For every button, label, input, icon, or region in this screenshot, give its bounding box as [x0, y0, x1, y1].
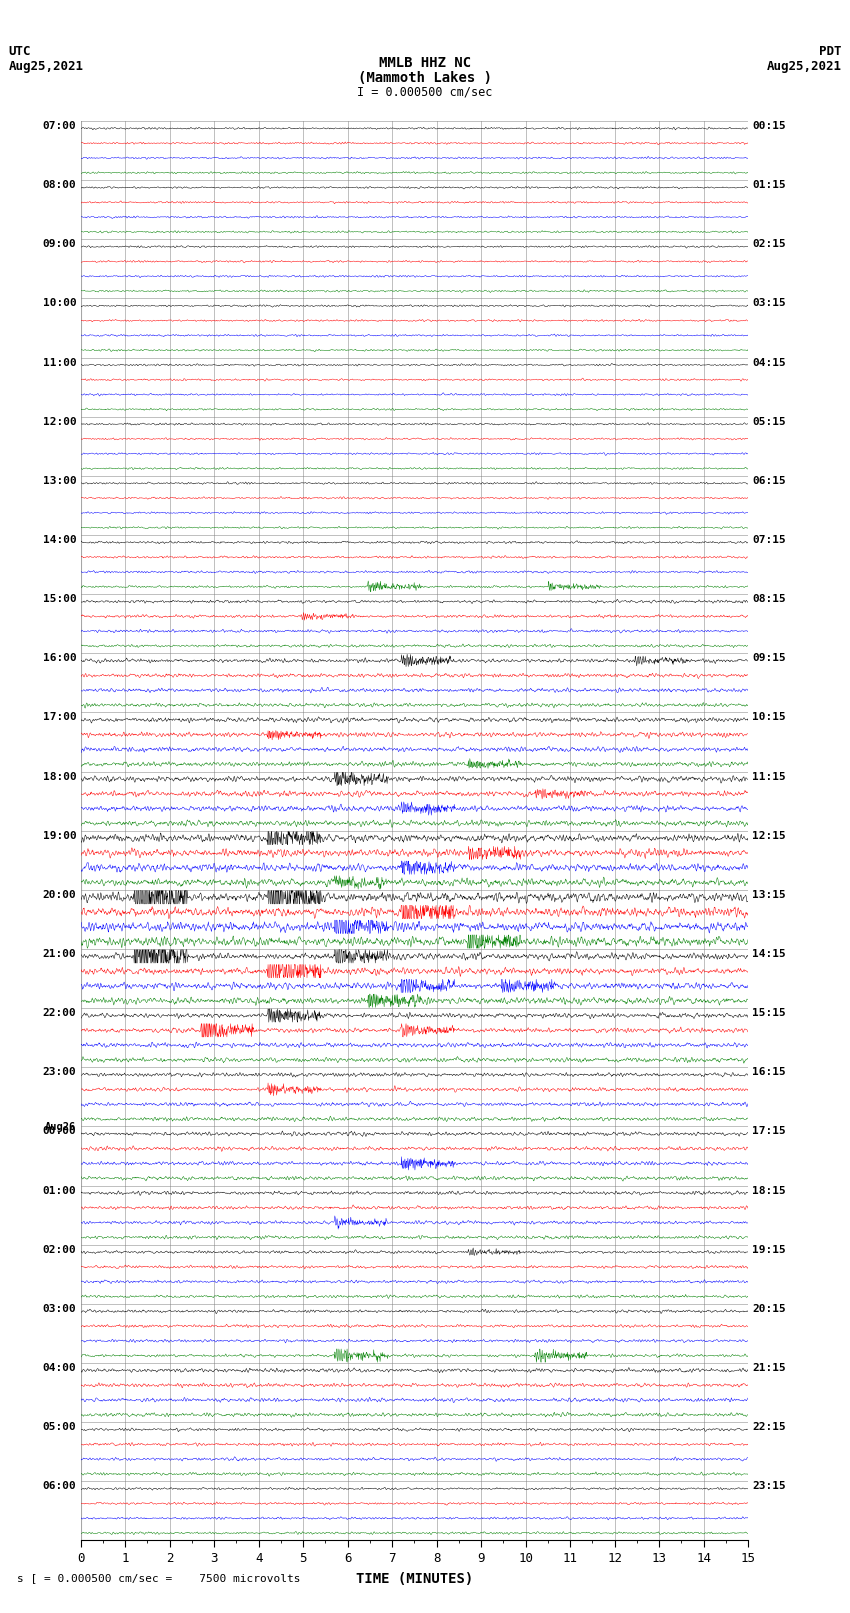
- X-axis label: TIME (MINUTES): TIME (MINUTES): [356, 1573, 473, 1586]
- Text: 06:15: 06:15: [752, 476, 786, 486]
- Text: 02:15: 02:15: [752, 239, 786, 250]
- Text: 07:15: 07:15: [752, 536, 786, 545]
- Text: 11:15: 11:15: [752, 771, 786, 782]
- Text: 23:00: 23:00: [42, 1068, 76, 1077]
- Text: 10:15: 10:15: [752, 713, 786, 723]
- Text: 16:00: 16:00: [42, 653, 76, 663]
- Text: 04:00: 04:00: [42, 1363, 76, 1373]
- Text: 20:15: 20:15: [752, 1303, 786, 1315]
- Text: 09:15: 09:15: [752, 653, 786, 663]
- Text: 12:15: 12:15: [752, 831, 786, 840]
- Text: 18:15: 18:15: [752, 1186, 786, 1195]
- Text: 15:15: 15:15: [752, 1008, 786, 1018]
- Text: 13:00: 13:00: [42, 476, 76, 486]
- Text: 00:00: 00:00: [42, 1126, 76, 1137]
- Text: 05:00: 05:00: [42, 1423, 76, 1432]
- Text: 23:15: 23:15: [752, 1481, 786, 1492]
- Text: 19:15: 19:15: [752, 1245, 786, 1255]
- Text: Aug26: Aug26: [45, 1121, 76, 1132]
- Text: 20:00: 20:00: [42, 890, 76, 900]
- Text: 21:15: 21:15: [752, 1363, 786, 1373]
- Text: PDT: PDT: [819, 45, 842, 58]
- Text: 03:15: 03:15: [752, 298, 786, 308]
- Text: 14:00: 14:00: [42, 536, 76, 545]
- Text: 08:15: 08:15: [752, 594, 786, 605]
- Text: 04:15: 04:15: [752, 358, 786, 368]
- Text: Aug25,2021: Aug25,2021: [767, 60, 842, 73]
- Text: 07:00: 07:00: [42, 121, 76, 131]
- Text: 10:00: 10:00: [42, 298, 76, 308]
- Text: Aug25,2021: Aug25,2021: [8, 60, 83, 73]
- Text: 22:15: 22:15: [752, 1423, 786, 1432]
- Text: 12:00: 12:00: [42, 416, 76, 427]
- Text: 03:00: 03:00: [42, 1303, 76, 1315]
- Text: 09:00: 09:00: [42, 239, 76, 250]
- Text: 08:00: 08:00: [42, 181, 76, 190]
- Text: 01:00: 01:00: [42, 1186, 76, 1195]
- Text: 19:00: 19:00: [42, 831, 76, 840]
- Text: 00:15: 00:15: [752, 121, 786, 131]
- Text: s [ = 0.000500 cm/sec =    7500 microvolts: s [ = 0.000500 cm/sec = 7500 microvolts: [17, 1573, 301, 1582]
- Text: 13:15: 13:15: [752, 890, 786, 900]
- Text: 02:00: 02:00: [42, 1245, 76, 1255]
- Text: (Mammoth Lakes ): (Mammoth Lakes ): [358, 71, 492, 85]
- Text: 22:00: 22:00: [42, 1008, 76, 1018]
- Text: 17:00: 17:00: [42, 713, 76, 723]
- Text: UTC: UTC: [8, 45, 31, 58]
- Text: 05:15: 05:15: [752, 416, 786, 427]
- Text: 01:15: 01:15: [752, 181, 786, 190]
- Text: 17:15: 17:15: [752, 1126, 786, 1137]
- Text: 18:00: 18:00: [42, 771, 76, 782]
- Text: 14:15: 14:15: [752, 948, 786, 960]
- Text: I = 0.000500 cm/sec: I = 0.000500 cm/sec: [357, 85, 493, 98]
- Text: 21:00: 21:00: [42, 948, 76, 960]
- Text: 06:00: 06:00: [42, 1481, 76, 1492]
- Text: 15:00: 15:00: [42, 594, 76, 605]
- Text: 16:15: 16:15: [752, 1068, 786, 1077]
- Text: 11:00: 11:00: [42, 358, 76, 368]
- Text: MMLB HHZ NC: MMLB HHZ NC: [379, 56, 471, 71]
